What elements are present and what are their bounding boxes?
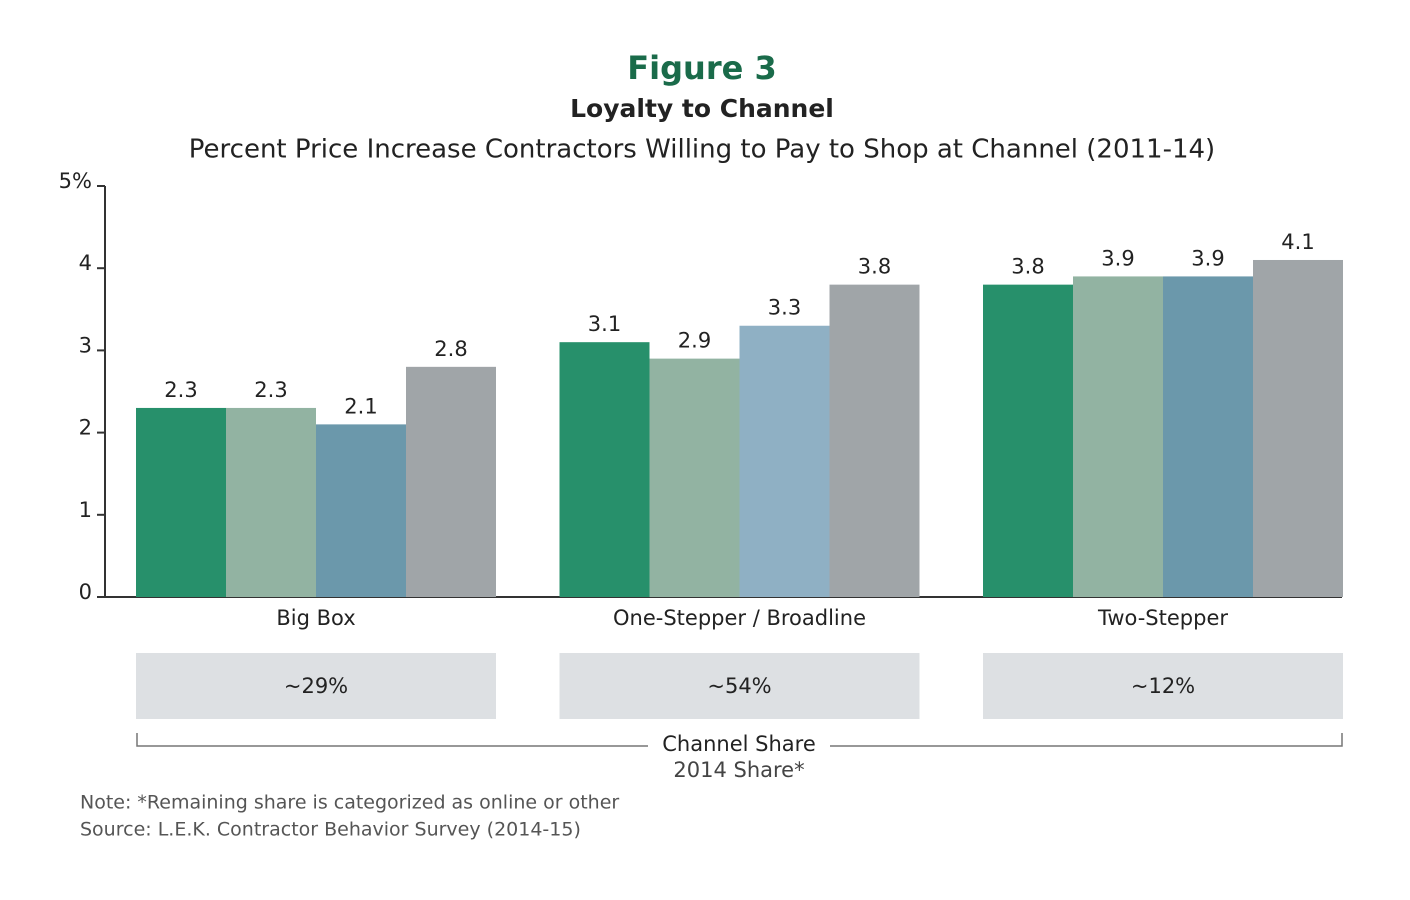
value-label: 2.8 [434, 337, 467, 361]
x-tick-label: One-Stepper / Broadline [613, 606, 866, 630]
chart-title: Loyalty to Channel [570, 94, 834, 123]
value-label: 2.3 [164, 378, 197, 402]
bar [226, 407, 316, 597]
note: Source: L.E.K. Contractor Behavior Surve… [80, 819, 581, 841]
share-bracket [136, 733, 1343, 747]
x-tick-label: Two-Stepper [1097, 606, 1228, 630]
value-label: 3.8 [1011, 255, 1044, 279]
value-label: 3.3 [768, 296, 801, 320]
share-box [136, 653, 496, 719]
bar [316, 424, 406, 597]
y-tick-label: 3 [79, 333, 92, 357]
value-label: 3.9 [1101, 246, 1134, 270]
share-subtitle: 2014 Share* [673, 758, 804, 782]
value-label: 2.9 [678, 329, 711, 353]
bar [406, 366, 496, 597]
share-label: ~29% [284, 674, 348, 698]
share-title: Channel Share [662, 732, 816, 756]
y-tick-label: 5% [59, 169, 92, 193]
x-tick-label: Big Box [276, 606, 355, 630]
bar [1163, 276, 1253, 597]
bar [1253, 259, 1343, 597]
share-box [983, 653, 1343, 719]
figure-label: Figure 3 [627, 49, 776, 87]
share-box [559, 653, 920, 719]
chart-subtitle: Percent Price Increase Contractors Willi… [189, 135, 1215, 165]
y-tick-label: 0 [79, 580, 92, 604]
value-label: 2.3 [254, 378, 287, 402]
bar [983, 284, 1073, 597]
value-label: 3.9 [1191, 246, 1224, 270]
bar [1073, 276, 1163, 597]
y-tick-label: 4 [79, 251, 92, 275]
bar [136, 407, 226, 597]
y-tick-label: 2 [79, 416, 92, 440]
share-label: ~54% [707, 674, 771, 698]
value-label: 4.1 [1281, 230, 1314, 254]
value-label: 3.1 [588, 312, 621, 336]
bar [559, 342, 650, 597]
bar [829, 284, 920, 597]
note: Note: *Remaining share is categorized as… [80, 792, 619, 814]
share-label: ~12% [1131, 674, 1195, 698]
bar [649, 358, 740, 597]
y-tick-label: 1 [79, 498, 92, 522]
value-label: 3.8 [858, 255, 891, 279]
value-label: 2.1 [344, 394, 377, 418]
bar [739, 325, 830, 597]
